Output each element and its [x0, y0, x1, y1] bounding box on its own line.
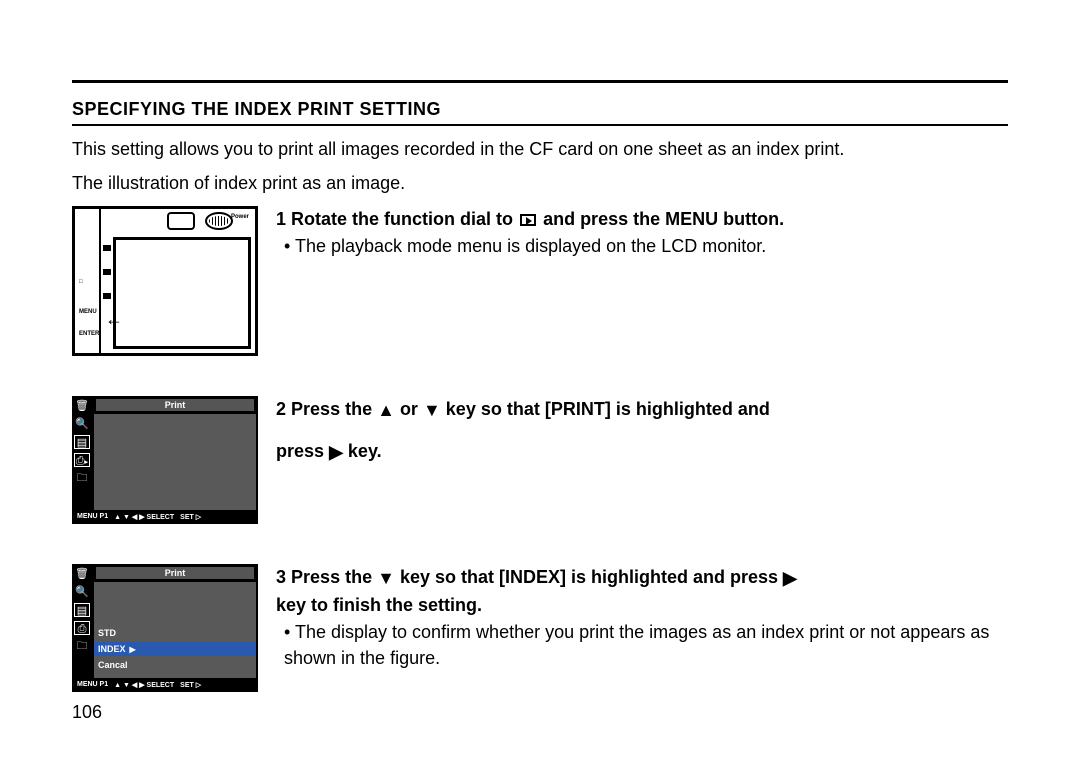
lcd3-row-cancel: Cancal: [94, 658, 256, 672]
page-number: 106: [72, 702, 102, 723]
lcd-screenshot-3: Print 🗑 🔍 ▤ ⎙ 🗀 STD INDEX▶ Cancal MENU P…: [72, 564, 258, 692]
step-3-num: 3: [276, 567, 286, 587]
right-triangle-icon: ▶: [329, 439, 343, 466]
step-3-text-a: Press the: [291, 567, 372, 587]
step-2-text-d: press: [276, 441, 324, 461]
step-1-text-a: Rotate the function dial to: [291, 209, 513, 229]
up-triangle-icon: ▲: [377, 397, 395, 424]
slide-icon: ▤: [74, 603, 90, 617]
step-2-text-b: or: [400, 399, 418, 419]
step-2-text-e: key.: [348, 441, 382, 461]
step-2-text-a: Press the: [291, 399, 372, 419]
slide-icon: ▤: [74, 435, 90, 449]
step-3-text-b: key so that [INDEX] is highlighted and p…: [400, 567, 778, 587]
menu-label: MENU: [79, 309, 97, 315]
lcd3-footer-set: SET ▷: [180, 681, 201, 689]
arrow-indicator: ←: [105, 309, 123, 330]
step-3-bullet: The display to confirm whether you print…: [276, 619, 1008, 671]
step-1-bullet: The playback mode menu is displayed on t…: [276, 233, 1008, 259]
lcd3-row-std: STD: [94, 626, 256, 640]
zoom-icon: 🔍: [74, 417, 90, 431]
trash-icon: 🗑: [74, 399, 90, 413]
camera-illustration: Power □ MENU ENTER ←: [72, 206, 258, 356]
step-1-num: 1: [276, 209, 286, 229]
trash-icon: 🗑: [74, 567, 90, 581]
step-3-text-c: key to finish the setting.: [276, 595, 482, 615]
step-1-text-b: and press the MENU button.: [543, 209, 784, 229]
intro-line-1: This setting allows you to print all ima…: [72, 136, 1008, 162]
section-title: SPECIFYING THE INDEX PRINT SETTING: [72, 99, 1008, 126]
lcd2-header: Print: [96, 399, 254, 411]
step-2-text-c: key so that [PRINT] is highlighted and: [446, 399, 770, 419]
down-triangle-icon: ▼: [377, 565, 395, 592]
lcd3-header: Print: [96, 567, 254, 579]
lcd3-row-index: INDEX▶: [94, 642, 256, 656]
down-triangle-icon: ▼: [423, 397, 441, 424]
lcd-screenshot-2: Print 🗑 🔍 ▤ ⎙▸ 🗀 MENU P1 ▲ ▼ ◀ ▶ SELECT …: [72, 396, 258, 524]
folder-icon: 🗀: [74, 639, 90, 653]
lcd2-footer-menu: MENU P1: [77, 513, 108, 521]
power-label: Power: [231, 214, 249, 220]
print-icon: ⎙: [74, 621, 90, 635]
lcd2-footer-nav: ▲ ▼ ◀ ▶ SELECT: [114, 513, 174, 521]
playback-icon: [520, 214, 536, 226]
camera-icon-label: □: [79, 279, 83, 285]
right-triangle-icon: ▶: [783, 565, 797, 592]
lcd3-footer-menu: MENU P1: [77, 681, 108, 689]
folder-icon: 🗀: [74, 471, 90, 485]
lcd2-footer-set: SET ▷: [180, 513, 201, 521]
lcd3-footer-nav: ▲ ▼ ◀ ▶ SELECT: [114, 681, 174, 689]
step-2-num: 2: [276, 399, 286, 419]
print-icon: ⎙▸: [74, 453, 90, 467]
zoom-icon: 🔍: [74, 585, 90, 599]
enter-label: ENTER: [79, 331, 99, 337]
intro-line-2: The illustration of index print as an im…: [72, 170, 1008, 196]
